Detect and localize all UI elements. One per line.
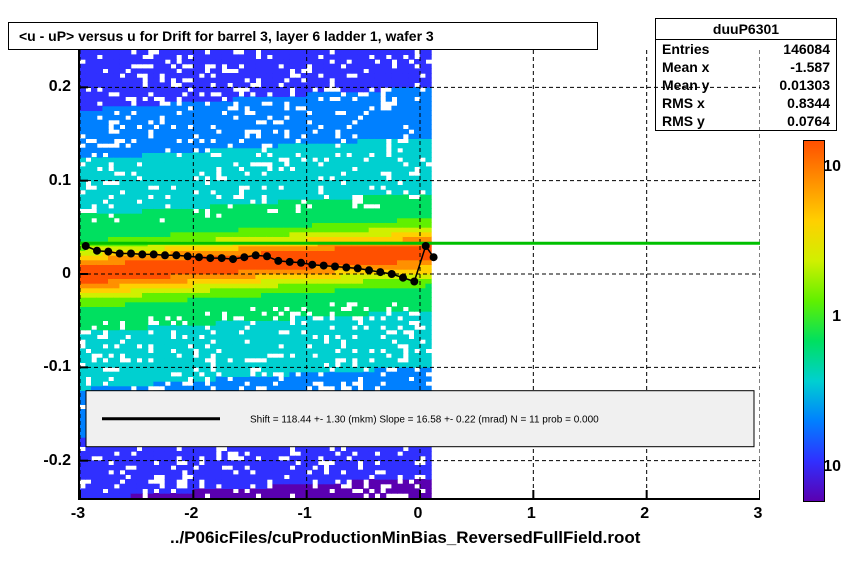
colorbar-label-bot: 10 xyxy=(823,458,841,476)
colorbar-label-mid: 1 xyxy=(832,308,841,326)
plot-title: <u - uP> versus u for Drift for barrel 3… xyxy=(19,28,434,44)
x-tick-label: 3 xyxy=(754,505,763,523)
x-tick-label: -2 xyxy=(184,505,198,523)
x-tick-label: 0 xyxy=(414,505,423,523)
stats-value: 0.0764 xyxy=(787,113,830,129)
x-axis-label: ../P06icFiles/cuProductionMinBias_Revers… xyxy=(170,528,640,548)
plot-area: Shift = 118.44 +- 1.30 (mkm) Slope = 16.… xyxy=(78,50,760,500)
y-tick-label: 0.2 xyxy=(11,78,71,96)
colorbar-label-top: 10 xyxy=(823,158,841,176)
x-tick-label: 2 xyxy=(640,505,649,523)
stats-value: 0.01303 xyxy=(779,77,830,93)
y-tick-label: -0.2 xyxy=(11,452,71,470)
plot-svg: Shift = 118.44 +- 1.30 (mkm) Slope = 16.… xyxy=(80,50,760,498)
y-tick-label: 0 xyxy=(11,265,71,283)
stats-value: -1.587 xyxy=(790,59,830,75)
x-tick-label: -1 xyxy=(298,505,312,523)
colorbar xyxy=(803,140,825,502)
x-tick-label: 1 xyxy=(527,505,536,523)
root-plot: <u - uP> versus u for Drift for barrel 3… xyxy=(0,0,845,568)
stats-value: 0.8344 xyxy=(787,95,830,111)
y-tick-label: 0.1 xyxy=(11,172,71,190)
stats-value: 146084 xyxy=(783,41,830,57)
y-tick-label: -0.1 xyxy=(11,358,71,376)
x-tick-label: -3 xyxy=(71,505,85,523)
plot-title-box: <u - uP> versus u for Drift for barrel 3… xyxy=(8,22,598,50)
stats-histname: duuP6301 xyxy=(656,19,836,40)
